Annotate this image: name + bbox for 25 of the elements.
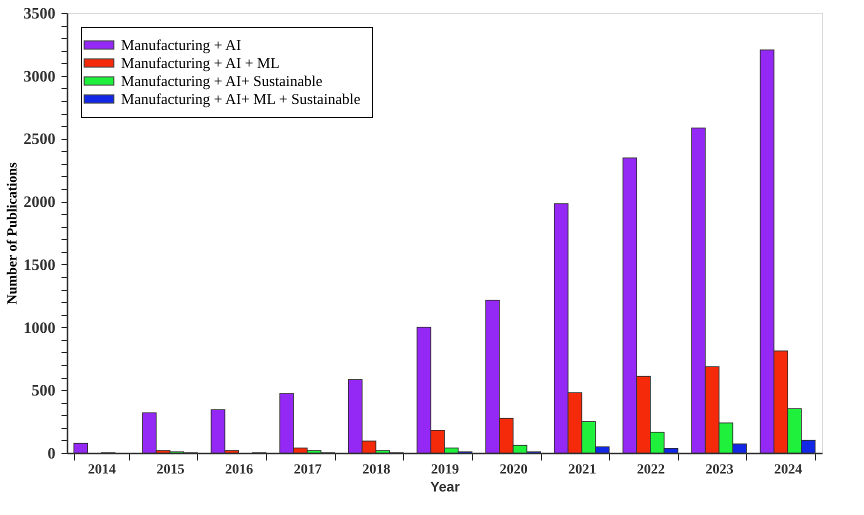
x-tick-label: 2023	[706, 462, 734, 478]
y-tick-label: 2500	[24, 131, 56, 148]
x-tick-label: 2018	[362, 462, 390, 478]
legend-label: Manufacturing + AI+ Sustainable	[121, 74, 323, 90]
legend-label: Manufacturing + AI + ML	[121, 56, 280, 72]
y-tick-label: 3000	[24, 68, 56, 86]
y-tick-label: 1500	[24, 256, 56, 274]
y-axis-title: Number of Publications	[6, 162, 20, 305]
y-tick-label: 1000	[24, 320, 56, 337]
legend-label: Manufacturing + AI+ ML + Sustainable	[121, 92, 361, 108]
x-tick-label: 2021	[568, 462, 596, 478]
x-tick-label: 2019	[431, 462, 459, 478]
x-axis-title: Year	[430, 478, 460, 494]
x-tick-label: 2014	[88, 462, 116, 478]
x-tick-label: 2022	[636, 462, 665, 478]
y-tick-label: 3500	[24, 6, 56, 22]
y-tick-label: 2000	[24, 194, 56, 212]
y-tick-label: 0	[48, 446, 56, 462]
legend-label: Manufacturing + AI	[121, 38, 242, 54]
x-tick-label: 2016	[225, 462, 254, 478]
y-tick-label: 500	[32, 382, 56, 400]
x-tick-label: 2020	[500, 462, 528, 478]
x-tick-label: 2015	[156, 462, 184, 478]
x-tick-label: 2024	[774, 462, 802, 478]
x-tick-label: 2017	[294, 462, 322, 478]
